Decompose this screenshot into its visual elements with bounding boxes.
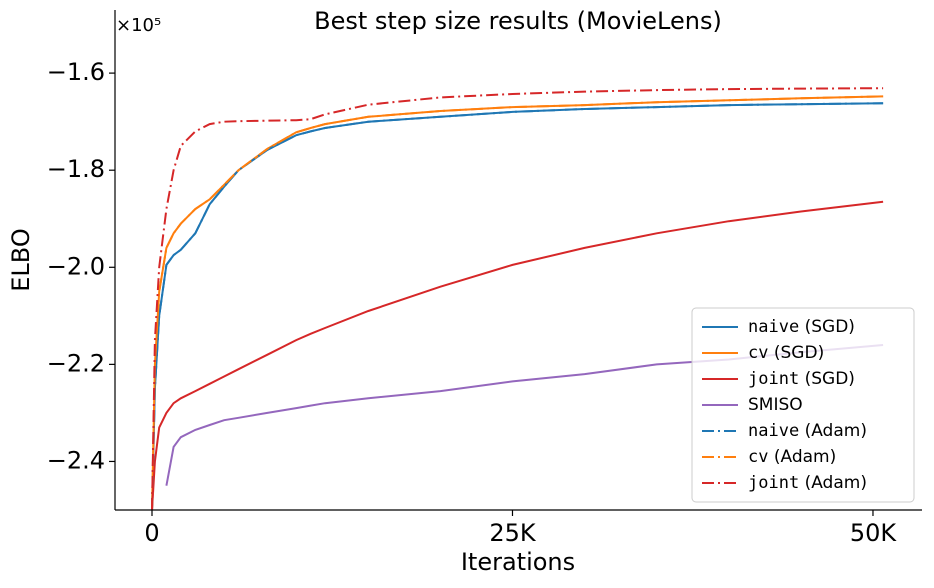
legend-label: cv (Adam) <box>748 447 836 467</box>
y-tick-label: −2.4 <box>47 446 105 474</box>
x-tick-label: 25K <box>489 519 537 547</box>
series-line <box>151 95 884 510</box>
x-axis-label: Iterations <box>461 548 575 576</box>
y-tick-label: −1.6 <box>47 58 105 86</box>
legend-label: joint (Adam) <box>748 473 867 493</box>
y-axis-label: ELBO <box>7 228 35 291</box>
chart-title: Best step size results (MovieLens) <box>314 7 722 35</box>
y-offset-label: ×10⁵ <box>116 15 161 36</box>
series-line <box>151 200 884 510</box>
legend-label: naive (SGD) <box>748 317 855 337</box>
legend-label: cv (SGD) <box>748 343 824 363</box>
y-tick-label: −2.0 <box>47 252 105 280</box>
x-tick-label: 50K <box>850 519 898 547</box>
x-tick-label: 0 <box>144 519 159 547</box>
plot-area <box>151 87 884 510</box>
legend-box <box>691 307 915 503</box>
series-line <box>165 344 884 486</box>
y-tick-label: −1.8 <box>47 155 105 183</box>
legend-label: joint (SGD) <box>748 369 855 389</box>
legend-label: naive (Adam) <box>748 421 867 441</box>
series-line <box>151 102 884 510</box>
series-line <box>151 87 884 510</box>
legend-label: SMISO <box>748 395 803 415</box>
y-tick-label: −2.2 <box>47 349 105 377</box>
